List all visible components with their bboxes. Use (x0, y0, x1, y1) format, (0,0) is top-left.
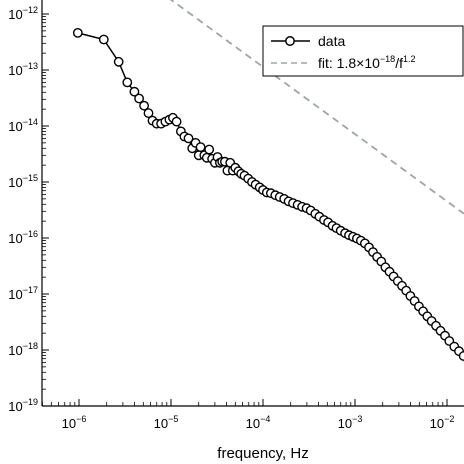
x-tick-exp: −4 (260, 414, 270, 424)
data-point (171, 116, 182, 127)
x-tick-base: 10 (246, 416, 260, 431)
y-tick-base: 10 (8, 119, 22, 134)
data-point (143, 108, 154, 119)
data-point (113, 56, 124, 67)
legend-fit-base: 10 (364, 55, 380, 71)
x-tick-label: 10−5 (154, 414, 179, 431)
y-tick-exp: −19 (23, 397, 38, 407)
y-tick-base: 10 (8, 287, 22, 302)
x-tick-label: 10−6 (62, 414, 87, 431)
data-point (98, 34, 109, 45)
y-tick-exp: −12 (23, 5, 38, 15)
legend-fit-div: /f (395, 55, 403, 71)
legend-fit-times: × (356, 55, 364, 71)
y-tick-exp: −18 (23, 341, 38, 351)
x-tick-exp: −6 (76, 414, 86, 424)
y-tick-exp: −16 (23, 229, 38, 239)
x-tick-base: 10 (154, 416, 168, 431)
y-tick-label: 10−13 (8, 61, 38, 78)
legend-data-marker (285, 36, 295, 46)
y-tick-label: 10−15 (8, 173, 38, 190)
data-point (134, 93, 145, 104)
y-tick-base: 10 (8, 7, 22, 22)
x-tick-label: 10−2 (430, 414, 455, 431)
x-tick-base: 10 (62, 416, 76, 431)
data-point (72, 28, 83, 38)
y-tick-base: 10 (8, 63, 22, 78)
legend-box (262, 25, 464, 77)
legend-fit-f-exp: 1.2 (403, 54, 416, 64)
data-point (183, 133, 194, 144)
y-tick-base: 10 (8, 399, 22, 414)
y-tick-exp: −17 (23, 285, 38, 295)
fit-line (169, 0, 464, 215)
fit-series-layer (169, 0, 464, 215)
x-tick-base: 10 (430, 416, 444, 431)
axes (41, 0, 464, 407)
data-point (458, 351, 464, 361)
y-tick-label: 10−17 (8, 285, 38, 302)
y-tick-exp: −14 (23, 117, 38, 127)
data-point (139, 100, 150, 111)
data-point (129, 86, 140, 97)
data-point (195, 142, 206, 153)
x-tick-label: 10−3 (338, 414, 363, 431)
data-series-layer (72, 28, 464, 363)
x-tick-exp: −5 (168, 414, 178, 424)
x-tick-label: 10−4 (246, 414, 271, 431)
legend-fit-label: fit: 1.8×10−18/f1.2 (318, 54, 415, 71)
data-point (122, 77, 133, 88)
y-tick-label: 10−12 (8, 5, 38, 22)
y-tick-label: 10−18 (8, 341, 38, 358)
y-tick-exp: −13 (23, 61, 38, 71)
x-axis-label: frequency, Hz (217, 445, 308, 462)
legend: data fit: 1.8×10−18/f1.2 (262, 25, 464, 77)
y-tick-exp: −15 (23, 173, 38, 183)
x-tick-base: 10 (338, 416, 352, 431)
y-tick-base: 10 (8, 175, 22, 190)
y-tick-label: 10−14 (8, 117, 38, 134)
legend-fit-coef-exp: −18 (380, 54, 395, 64)
y-tick-base: 10 (8, 231, 22, 246)
y-tick-label: 10−16 (8, 229, 38, 246)
legend-fit-prefix: fit: 1.8 (318, 55, 356, 71)
data-line (77, 32, 464, 358)
y-tick-base: 10 (8, 343, 22, 358)
x-tick-exp: −3 (352, 414, 362, 424)
x-tick-exp: −2 (444, 414, 454, 424)
data-point (204, 144, 215, 155)
legend-data-label: data (318, 33, 345, 49)
y-tick-label: 10−19 (8, 397, 38, 414)
tick-labels: 10−6 10−5 10−4 10−3 10−210−1210−1310−1410−15… (8, 5, 454, 431)
